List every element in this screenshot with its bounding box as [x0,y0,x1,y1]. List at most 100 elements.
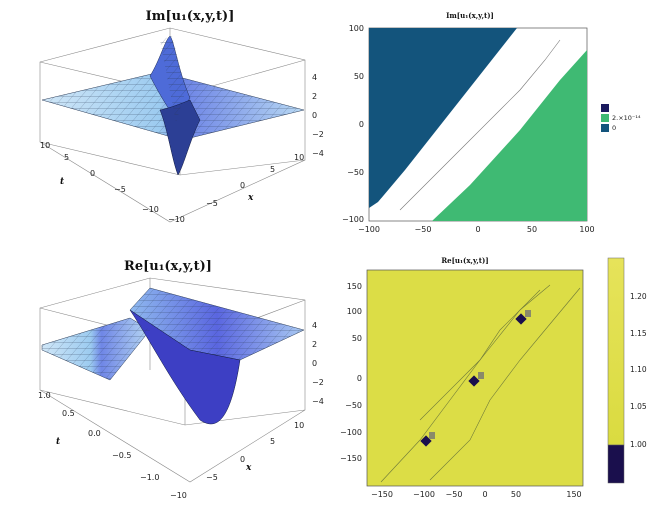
surface-re-wall [129,309,241,425]
contour-im-xticks: −100 −50 0 50 100 [358,225,595,234]
cim-ytick-4: −100 [342,215,364,224]
re3d-ttick-3: −0.5 [112,451,131,460]
re3d-ztick-2: 0 [312,359,317,368]
re3d-ttick-2: 0.0 [88,429,101,438]
cim-ytick-0: 100 [349,24,364,33]
re3d-xtick-4: 10 [294,421,304,430]
cbar-tick-3: 1.05 [630,402,647,411]
cim-xtick-4: 100 [579,225,594,234]
panel-3d-re-zticks: 4 2 0 −2 −4 [312,321,324,406]
legend-swatch-0 [601,104,609,112]
re3d-tlabel: t [56,437,61,447]
contour-im-yticks: 100 50 0 −50 −100 [342,24,364,224]
cbar-tick-4: 1.00 [630,440,647,449]
re3d-xtick-2: 0 [240,455,245,464]
im3d-xtick-1: −5 [206,199,218,208]
im3d-ztick-4: −4 [312,149,324,158]
cre-ytick-2: 50 [352,334,362,343]
legend-label-1: 0 [612,124,616,132]
cim-ytick-3: −50 [347,168,364,177]
panel-contour-im-title: Im[u₁(x,y,t)] [446,11,494,20]
contour-re-xticks: −150 −100 −50 0 50 150 [371,490,582,499]
spot-0b [429,432,435,439]
spot-0 [420,435,432,447]
re3d-xtick-0: −10 [170,491,187,500]
cim-ytick-1: 50 [354,72,364,81]
cim-xtick-1: −50 [415,225,432,234]
panel-3d-im-tticks: 10 5 0 −5 −10 t [40,141,159,214]
re3d-ttick-1: 0.5 [62,409,75,418]
panel-3d-im-zticks: 4 2 0 −2 −4 [312,73,324,158]
re3d-ttick-4: −1.0 [140,473,159,482]
contour-im-region-green [432,50,587,221]
panel-contour-im: Im[u₁(x,y,t)] 100 50 0 −50 −100 −100 −50… [342,11,641,234]
panel-3d-im-xticks: −10 −5 0 5 10 x [168,153,304,224]
legend-swatch-2 [601,124,609,132]
panel-contour-re-title: Re[u₁(x,y,t)] [441,256,488,265]
legend-label-0: 2.×10⁻¹⁴ [612,114,641,122]
contour-re-line-c [429,287,581,481]
contour-re-line-a [380,284,551,483]
panel-3d-re-xticks: −10 −5 0 5 10 x [170,421,304,500]
cbar-tick-1: 1.15 [630,329,647,338]
re3d-ztick-0: 4 [312,321,317,330]
cre-xtick-5: 150 [566,490,581,499]
contour-re-spots [420,310,531,447]
im3d-ttick-1: 5 [64,153,69,162]
re3d-xtick-3: 5 [270,437,275,446]
colorbar-scale [607,257,625,446]
spot-1b [478,372,484,379]
re3d-xlabel: x [245,463,252,473]
im3d-ttick-0: 10 [40,141,50,150]
panel-3d-im-title: Im[u₁(x,y,t)] [146,9,235,24]
im3d-tlabel: t [60,177,65,187]
spot-2 [515,313,527,325]
surface-im-trough [159,99,201,176]
cre-ytick-0: 150 [347,282,362,291]
im3d-ztick-2: 0 [312,111,317,120]
im3d-xtick-2: 0 [240,181,245,190]
re3d-ztick-1: 2 [312,340,317,349]
re3d-ttick-0: 1.0 [38,391,51,400]
cre-xtick-3: 0 [482,490,487,499]
im3d-xtick-4: 10 [294,153,304,162]
cre-ytick-6: −150 [340,454,362,463]
contour-im-legend: 2.×10⁻¹⁴ 0 [601,104,641,132]
im3d-xlabel: x [247,193,254,203]
cre-ytick-4: −50 [345,401,362,410]
contour-re-line-b [419,289,541,421]
cre-xtick-4: 50 [511,490,521,499]
cre-ytick-1: 100 [347,307,362,316]
im3d-xtick-0: −10 [168,215,185,224]
spot-1 [468,375,480,387]
im3d-xtick-3: 5 [270,165,275,174]
cim-ytick-2: 0 [359,120,364,129]
cre-xtick-2: −50 [446,490,463,499]
re3d-ztick-3: −2 [312,378,324,387]
panel-3d-re-title: Re[u₁(x,y,t)] [124,259,212,274]
legend-swatch-1 [601,114,609,122]
im3d-ttick-3: −5 [114,185,126,194]
cre-xtick-1: −100 [413,490,435,499]
colorbar: 1.20 1.15 1.10 1.05 1.00 [607,257,647,484]
contour-re-yticks: 150 100 50 0 −50 −100 −150 [340,282,362,463]
im3d-ztick-1: 2 [312,92,317,101]
panel-contour-re: Re[u₁(x,y,t)] 150 100 50 0 −50 −100 −150… [340,256,647,499]
colorbar-low [607,444,625,484]
spot-2b [525,310,531,317]
im3d-ttick-2: 0 [90,169,95,178]
im3d-ztick-0: 4 [312,73,317,82]
cre-xtick-0: −150 [371,490,393,499]
im3d-ztick-3: −2 [312,130,324,139]
re3d-xtick-1: −5 [206,473,218,482]
panel-3d-re: Re[u₁(x,y,t)] 4 2 0 −2 −4 1.0 0.5 0.0 −0… [38,259,324,500]
cim-xtick-0: −100 [358,225,380,234]
cre-ytick-5: −100 [340,428,362,437]
panel-3d-re-tticks: 1.0 0.5 0.0 −0.5 −1.0 t [38,391,159,482]
cre-ytick-3: 0 [357,374,362,383]
contour-im-line [399,39,561,211]
contour-im-region-dark [369,28,517,208]
cim-xtick-2: 0 [475,225,480,234]
